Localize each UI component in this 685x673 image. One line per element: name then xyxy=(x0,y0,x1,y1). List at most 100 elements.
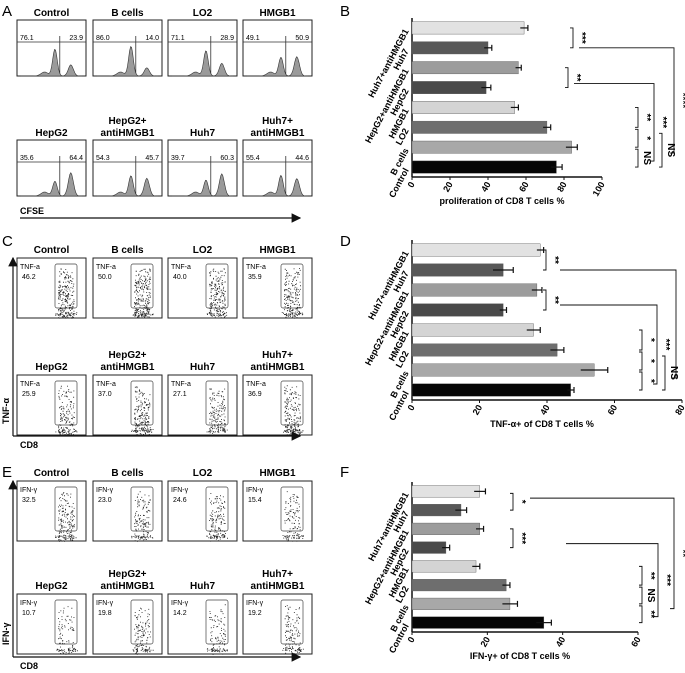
x-tick-label: 80 xyxy=(555,180,569,194)
x-tick-label: 20 xyxy=(478,635,492,649)
significance-bracket xyxy=(639,605,643,624)
bar xyxy=(411,41,489,55)
gate-marker: TNF-a xyxy=(246,264,266,271)
significance-label: * xyxy=(645,379,656,383)
gate-right-value: 50.9 xyxy=(295,35,309,42)
x-axis-title: TNF-α+ of CD8 T cells % xyxy=(490,419,594,429)
bar xyxy=(411,485,481,498)
bar xyxy=(411,579,507,592)
gate-marker: IFN-γ xyxy=(96,600,114,607)
x-tick-label: 0 xyxy=(406,635,417,644)
panel-letter-a: A xyxy=(2,3,12,20)
dot-plot: TNF-a 37.0 xyxy=(92,374,163,436)
gate-value: 19.8 xyxy=(98,610,112,617)
significance-label: * xyxy=(645,359,656,363)
plot-title: Control xyxy=(34,245,70,256)
significance-label: ** xyxy=(679,320,685,328)
gate-marker: TNF-a xyxy=(20,264,40,271)
gate-marker: IFN-γ xyxy=(171,487,189,494)
significance-link xyxy=(530,497,675,610)
event-dots xyxy=(55,385,78,436)
histogram-curve xyxy=(247,56,308,77)
bar xyxy=(411,283,538,297)
significance-label: *** xyxy=(660,339,671,351)
dot-plot: TNF-a 46.2 xyxy=(16,257,87,319)
x-tick-label: 60 xyxy=(629,635,643,649)
gate-right-value: 23.9 xyxy=(69,35,83,42)
panel-letter-e: E xyxy=(2,464,12,481)
x-tick-label: 20 xyxy=(471,403,485,417)
significance-bracket xyxy=(662,355,666,391)
significance-label: NS xyxy=(641,151,652,165)
gate-value: 27.1 xyxy=(173,391,187,398)
significance-bracket xyxy=(639,351,643,371)
significance-label: *** xyxy=(576,32,587,44)
gate-box xyxy=(205,380,229,426)
bar xyxy=(411,81,487,94)
event-dots xyxy=(282,491,304,542)
gate-left-value: 35.6 xyxy=(20,155,34,162)
histogram-plot: 49.1 50.9 xyxy=(242,19,313,77)
gate-right-value: 14.0 xyxy=(145,35,159,42)
gate-marker: TNF-a xyxy=(20,381,40,388)
gate-marker: TNF-a xyxy=(96,264,116,271)
significance-label: *** xyxy=(657,116,668,128)
gate-marker: IFN-γ xyxy=(20,600,38,607)
gate-left-value: 55.4 xyxy=(246,155,260,162)
gate-value: 36.9 xyxy=(248,391,262,398)
dot-plot: TNF-a 35.9 xyxy=(242,257,313,319)
event-dots xyxy=(282,605,304,655)
plot-title: antiHMGB1 xyxy=(101,128,155,139)
significance-bracket xyxy=(543,289,547,311)
plot-frame xyxy=(167,139,238,197)
x-axis-label: CD8 xyxy=(20,440,38,450)
gate-left-value: 49.1 xyxy=(246,35,260,42)
panel-letter-f: F xyxy=(340,464,349,481)
significance-label: ** xyxy=(645,572,656,580)
plot-title: Huh7 xyxy=(190,581,215,592)
panel-letter-d: D xyxy=(340,233,351,250)
significance-label: * xyxy=(645,338,656,342)
significance-label: NS xyxy=(668,366,679,380)
plot-title: B cells xyxy=(111,8,144,19)
gate-right-value: 28.9 xyxy=(220,35,234,42)
gate-value: 40.0 xyxy=(173,274,187,281)
significance-bracket xyxy=(510,492,514,511)
x-axis-title: IFN-γ+ of CD8 T cells % xyxy=(470,651,570,661)
gate-left-value: 86.0 xyxy=(96,35,110,42)
x-tick-label: 40 xyxy=(538,403,552,417)
event-dots xyxy=(281,268,304,319)
bar xyxy=(411,541,447,554)
plot-title: B cells xyxy=(111,245,144,256)
significance-label: ** xyxy=(571,74,582,82)
cfse-axis-label: CFSE xyxy=(20,206,44,216)
bar xyxy=(411,21,525,35)
x-axis-label: CD8 xyxy=(20,661,38,671)
significance-label: NS xyxy=(645,589,656,603)
significance-label: ** xyxy=(641,113,652,121)
plot-title: LO2 xyxy=(193,468,213,479)
significance-bracket xyxy=(543,249,547,271)
plot-title: B cells xyxy=(111,468,144,479)
gate-box xyxy=(130,486,154,532)
plot-title-top: Huh7+ xyxy=(262,116,293,127)
bar xyxy=(411,504,462,517)
bar xyxy=(411,61,519,75)
significance-link xyxy=(574,83,655,162)
bar xyxy=(411,303,504,317)
significance-bracket xyxy=(639,329,643,351)
gate-right-value: 45.7 xyxy=(145,155,159,162)
histogram-curve xyxy=(21,172,82,197)
plot-title: antiHMGB1 xyxy=(251,362,305,373)
gate-left-value: 54.3 xyxy=(96,155,110,162)
plot-title-top: Huh7+ xyxy=(262,350,293,361)
event-dots xyxy=(55,492,77,542)
gate-value: 50.0 xyxy=(98,274,112,281)
gate-value: 10.7 xyxy=(22,610,36,617)
event-dots xyxy=(206,604,228,655)
plot-title: Huh7 xyxy=(190,362,215,373)
event-dots xyxy=(206,268,228,319)
